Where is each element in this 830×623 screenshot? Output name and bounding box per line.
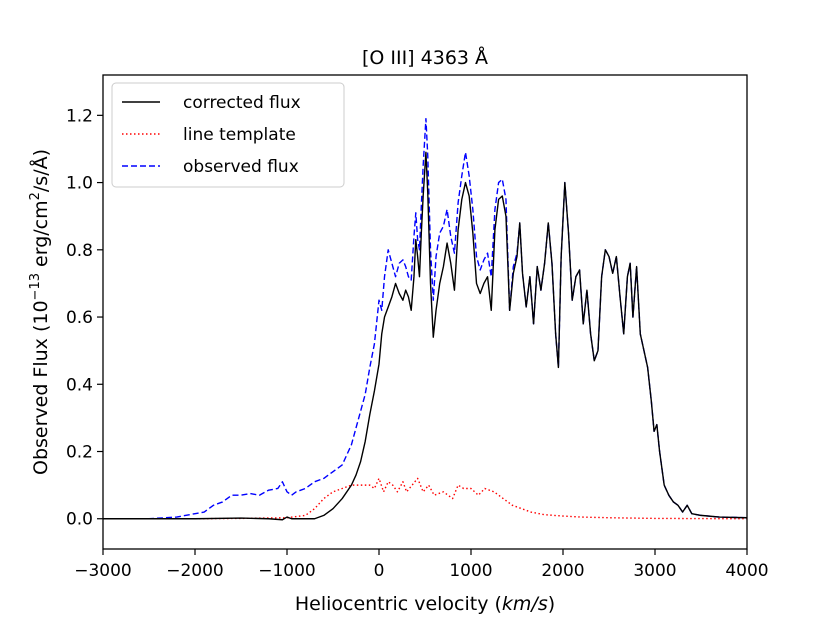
x-tick-label: 0 (374, 561, 385, 581)
y-tick-label: 0.0 (66, 510, 93, 530)
x-tick-label: 1000 (449, 561, 492, 581)
y-tick-label: 1.0 (66, 174, 93, 194)
legend: corrected flux line template observed flux (111, 82, 345, 188)
legend-label: line template (183, 125, 296, 145)
x-tick-label: −1000 (258, 561, 316, 581)
series-line-line-template (103, 477, 747, 520)
y-axis-label: Observed Flux (10−13 erg/cm2/s/Å) (28, 149, 52, 475)
x-tick-label: 4000 (725, 561, 768, 581)
series-line-corrected-flux (103, 151, 747, 521)
chart-title: [O III] 4363 Å (362, 46, 488, 69)
x-tick-label: 2000 (541, 561, 584, 581)
x-axis-label: Heliocentric velocity (km/s) (295, 593, 555, 615)
y-tick-label: 0.8 (66, 241, 93, 261)
legend-box (111, 82, 345, 188)
series-layer (103, 118, 747, 521)
y-axis-ticks: 0.0 0.2 0.4 0.6 0.8 1.0 1.2 (66, 106, 103, 530)
y-tick-label: 0.4 (66, 375, 93, 395)
x-axis-ticks: −3000 −2000 −1000 0 1000 2000 3000 4000 (74, 549, 769, 581)
legend-label: corrected flux (183, 93, 301, 113)
x-tick-label: 3000 (633, 561, 676, 581)
x-tick-label: −2000 (166, 561, 224, 581)
series-line-observed-flux (103, 118, 747, 520)
y-tick-label: 1.2 (66, 106, 93, 126)
legend-label: observed flux (183, 157, 299, 177)
x-tick-label: −3000 (74, 561, 132, 581)
plot-frame (102, 74, 748, 550)
y-tick-label: 0.6 (66, 308, 93, 328)
y-tick-label: 0.2 (66, 443, 93, 463)
legend-entries: corrected flux line template observed flux (122, 93, 301, 177)
